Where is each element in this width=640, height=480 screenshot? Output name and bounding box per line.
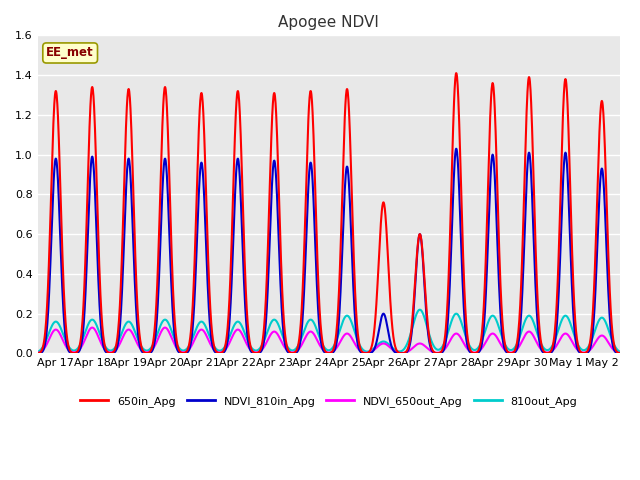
NDVI_810in_Apg [452,146,460,152]
NDVI_810in_Apg [582,350,589,356]
650in_Apg [181,350,189,356]
NDVI_650out_Apg [581,349,589,355]
NDVI_810in_Apg [181,350,189,356]
Line: 810out_Apg: 810out_Apg [38,310,620,352]
650in_Apg [452,70,460,76]
810out_Apg [181,347,189,353]
810out_Apg [616,349,624,355]
NDVI_650out_Apg [246,346,253,351]
NDVI_650out_Apg [88,324,96,330]
NDVI_810in_Apg [245,344,253,349]
810out_Apg [416,307,424,312]
810out_Apg [245,341,253,347]
Text: EE_met: EE_met [46,47,94,60]
NDVI_810in_Apg [616,350,624,356]
650in_Apg [581,350,589,356]
NDVI_810in_Apg [585,348,593,354]
650in_Apg [245,336,253,341]
810out_Apg [585,344,593,349]
NDVI_810in_Apg [340,200,348,206]
NDVI_650out_Apg [616,350,624,356]
810out_Apg [340,316,348,322]
Legend: 650in_Apg, NDVI_810in_Apg, NDVI_650out_Apg, 810out_Apg: 650in_Apg, NDVI_810in_Apg, NDVI_650out_A… [76,392,582,411]
650in_Apg [34,350,42,356]
Line: NDVI_650out_Apg: NDVI_650out_Apg [38,327,620,353]
NDVI_650out_Apg [340,332,348,338]
NDVI_650out_Apg [223,345,230,351]
650in_Apg [585,346,593,352]
650in_Apg [616,350,624,356]
810out_Apg [223,341,230,347]
Line: 650in_Apg: 650in_Apg [38,73,620,353]
650in_Apg [340,131,348,136]
NDVI_810in_Apg [397,350,404,356]
NDVI_650out_Apg [182,349,189,355]
NDVI_810in_Apg [223,344,230,350]
Title: Apogee NDVI: Apogee NDVI [278,15,380,30]
650in_Apg [223,336,230,342]
810out_Apg [34,349,42,355]
810out_Apg [581,347,589,353]
NDVI_650out_Apg [585,348,593,354]
NDVI_810in_Apg [34,350,42,356]
Line: NDVI_810in_Apg: NDVI_810in_Apg [38,149,620,353]
NDVI_650out_Apg [34,350,42,356]
